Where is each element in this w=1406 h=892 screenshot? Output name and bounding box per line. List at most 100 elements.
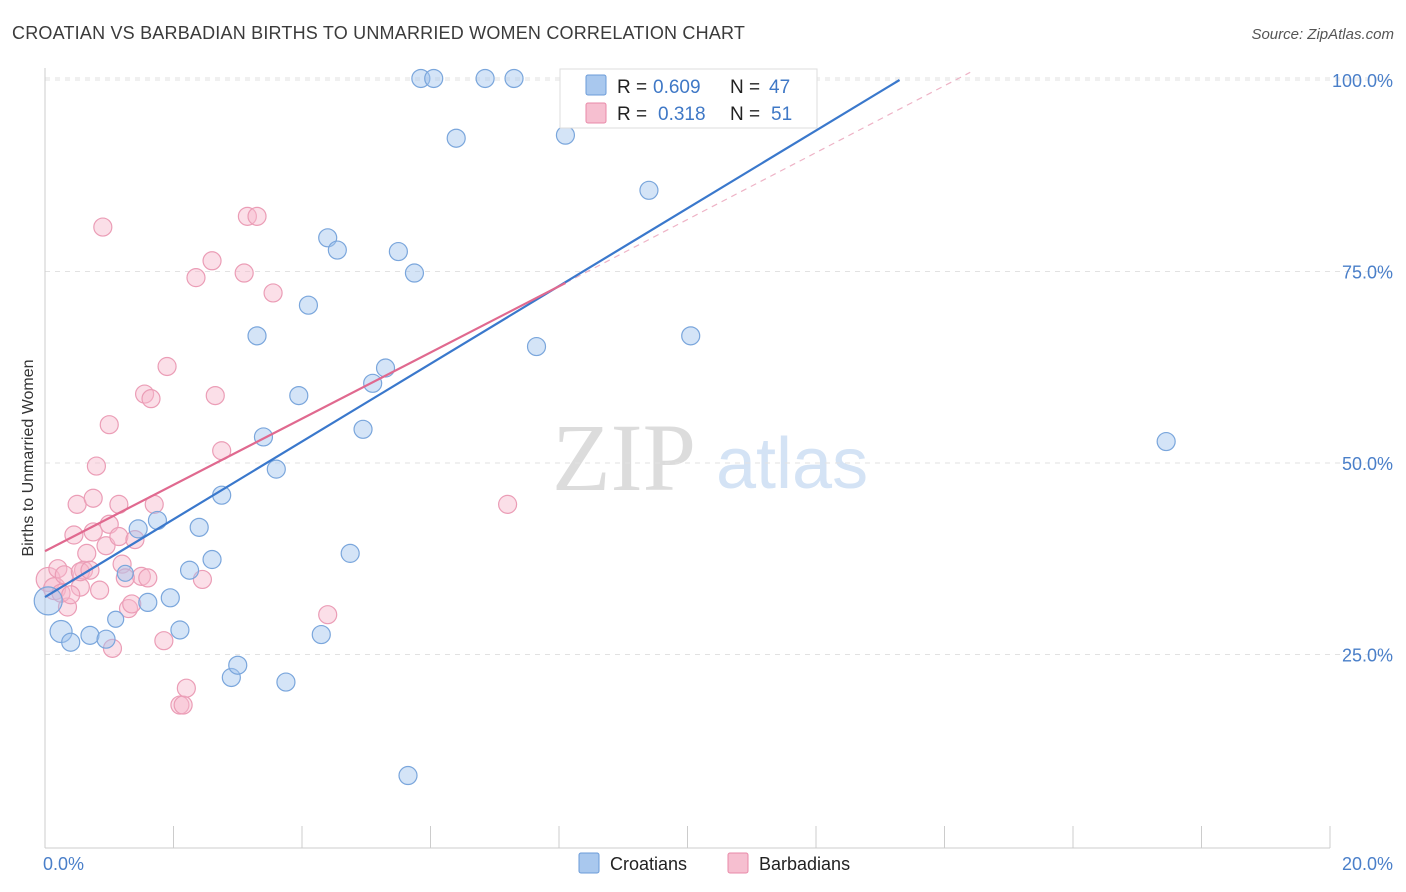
point-barbadians-10: [83, 488, 103, 508]
point-barbadians-44: [318, 605, 338, 625]
point-barbadians-20: [109, 526, 129, 547]
stats-r-label-croatians: R =: [617, 77, 647, 98]
chart-title: CROATIAN VS BARBADIAN BIRTHS TO UNMARRIE…: [12, 23, 745, 43]
y-tick-label-3: 100.0%: [1332, 71, 1393, 91]
point-barbadians-38: [205, 385, 225, 406]
stats-swatch-barbadians: [585, 102, 607, 124]
legend-label-croatians: Croatians: [610, 854, 687, 874]
point-barbadians-48: [61, 585, 81, 605]
chart-source: Source: ZipAtlas.com: [1251, 26, 1394, 43]
point-barbadians-13: [90, 580, 110, 600]
series-legend: Croatians Barbadians: [578, 852, 850, 874]
point-croatians-22: [289, 385, 309, 406]
y-tick-labels: 25.0% 50.0% 75.0% 100.0%: [1332, 71, 1393, 666]
point-barbadians-6: [67, 494, 87, 514]
axes: [44, 68, 1331, 849]
y-tick-label-0: 25.0%: [1342, 646, 1393, 666]
y-tick-label-2: 75.0%: [1342, 263, 1393, 283]
point-barbadians-34: [176, 678, 196, 698]
point-croatians-13: [189, 517, 209, 537]
point-croatians-23: [298, 295, 319, 315]
point-croatians-38: [504, 68, 524, 89]
stats-legend: R = 0.609 N = 47 R = 0.318 N = 51: [559, 68, 818, 129]
point-barbadians-23: [122, 594, 142, 614]
point-croatians-27: [340, 543, 360, 563]
point-barbadians-43: [263, 283, 283, 303]
point-croatians-2: [61, 632, 81, 652]
point-barbadians-45: [498, 494, 518, 514]
point-barbadians-41: [237, 206, 257, 226]
point-barbadians-42: [247, 206, 267, 226]
point-croatians-21: [276, 672, 296, 692]
watermark: ZIP atlas: [552, 404, 868, 511]
point-croatians-40: [555, 125, 576, 145]
point-croatians-1: [49, 619, 73, 644]
point-barbadians-35: [186, 268, 206, 288]
point-croatians-3: [80, 625, 100, 645]
point-croatians-28: [353, 419, 373, 439]
point-croatians-24: [311, 624, 331, 645]
gridlines: [45, 77, 1392, 655]
point-barbadians-33: [173, 695, 193, 715]
point-croatians-9: [147, 510, 168, 531]
stats-n-label-croatians: N =: [730, 77, 760, 98]
trend-line-barbadians: [44, 282, 566, 553]
y-axis-label: Births to Unmarried Women: [20, 359, 37, 556]
point-croatians-33: [404, 263, 425, 283]
stats-n-value-barbadians: 51: [771, 104, 792, 125]
point-barbadians-27: [138, 568, 158, 588]
watermark-zip: ZIP: [552, 404, 696, 511]
point-croatians-11: [170, 620, 190, 640]
point-barbadians-47: [70, 562, 90, 582]
point-barbadians-14: [93, 217, 113, 237]
point-barbadians-3: [54, 565, 74, 585]
point-croatians-12: [179, 560, 200, 580]
stats-r-value-barbadians: 0.318: [658, 104, 706, 125]
stats-swatch-croatians: [585, 74, 607, 96]
stats-r-label-barbadians: R =: [617, 104, 647, 125]
point-croatians-46: [1156, 431, 1176, 452]
point-croatians-0: [33, 586, 63, 616]
point-croatians-30: [375, 358, 396, 378]
point-croatians-43: [639, 180, 659, 200]
point-croatians-45: [681, 326, 701, 346]
point-croatians-4: [96, 629, 116, 649]
point-barbadians-9: [77, 543, 97, 563]
point-barbadians-37: [202, 251, 222, 271]
watermark-atlas: atlas: [716, 424, 868, 504]
point-croatians-35: [424, 68, 444, 89]
point-croatians-32: [398, 765, 418, 786]
x-tick-label-0: 0.0%: [43, 854, 84, 874]
x-tick-label-1: 20.0%: [1342, 854, 1393, 874]
legend-label-barbadians: Barbadians: [759, 854, 850, 874]
point-croatians-14: [202, 549, 222, 570]
point-croatians-39: [526, 336, 547, 357]
stats-n-label-barbadians: N =: [730, 104, 760, 125]
point-croatians-16: [221, 667, 241, 688]
point-croatians-18: [247, 326, 267, 346]
point-croatians-19: [253, 427, 274, 447]
legend-swatch-croatians: [578, 852, 600, 874]
point-croatians-37: [475, 68, 495, 89]
stats-n-value-croatians: 47: [769, 77, 790, 98]
point-croatians-8: [138, 592, 158, 613]
point-barbadians-28: [141, 389, 161, 409]
point-croatians-20: [266, 459, 286, 479]
point-croatians-17: [228, 655, 248, 675]
trend-lines: [44, 71, 971, 598]
x-tick-labels: 0.0% 20.0%: [43, 854, 1393, 874]
point-barbadians-31: [157, 356, 177, 377]
point-barbadians-12: [86, 456, 107, 476]
point-croatians-10: [160, 588, 180, 608]
point-barbadians-30: [154, 631, 174, 651]
y-tick-label-1: 50.0%: [1342, 454, 1393, 474]
point-croatians-5: [107, 610, 125, 628]
legend-swatch-barbadians: [727, 852, 749, 874]
point-croatians-6: [116, 564, 134, 582]
point-croatians-26: [327, 240, 347, 260]
point-croatians-36: [446, 128, 466, 148]
stats-r-value-croatians: 0.609: [653, 77, 701, 98]
trend-line-croatians: [44, 79, 901, 598]
point-barbadians-16: [99, 415, 119, 435]
